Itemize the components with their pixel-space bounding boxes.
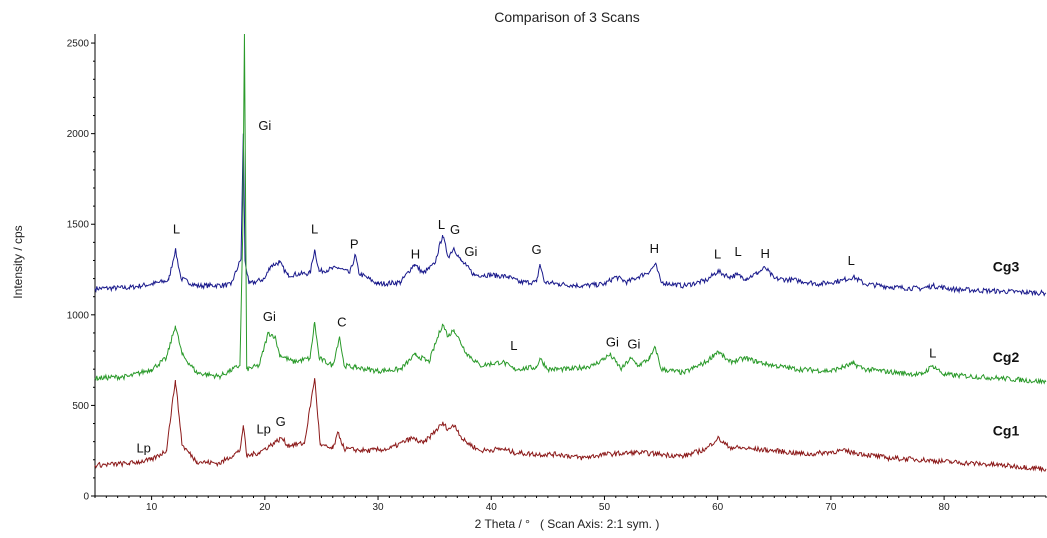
y-tick-label: 1000	[67, 310, 90, 321]
peak-label: L	[714, 247, 721, 262]
peak-label: G	[531, 242, 541, 257]
series-label-group: Cg3 Cg2 Cg1	[993, 258, 1020, 438]
peak-label: H	[650, 241, 659, 256]
x-tick-label: 10	[146, 502, 158, 513]
peak-label: Gi	[606, 335, 619, 350]
peak-label: Lp	[256, 421, 270, 436]
plot-frame	[94, 34, 1046, 497]
series-line-cg1	[94, 378, 1047, 473]
peak-label: Gi	[258, 118, 271, 133]
y-tick-label: 2000	[67, 129, 90, 140]
y-tick-label: 500	[72, 401, 89, 412]
x-tick-label: 20	[259, 502, 271, 513]
peak-label: H	[761, 246, 770, 261]
peak-label: P	[350, 237, 359, 252]
chart-title: Comparison of 3 Scans	[494, 9, 640, 25]
x-tick-label: 60	[712, 502, 724, 513]
peak-label: Gi	[627, 336, 640, 351]
peak-label: L	[734, 244, 741, 259]
series-line-cg3	[94, 133, 1047, 297]
x-tick-label: 40	[486, 502, 498, 513]
y-axis-label: Intensity / cps	[11, 225, 25, 298]
peak-label: G	[450, 222, 460, 237]
peak-label: H	[411, 247, 420, 262]
peak-label: L	[438, 217, 445, 232]
x-tick-label: 70	[825, 502, 837, 513]
x-axis: 10 20 30 40 50 60 70 80	[94, 496, 1047, 513]
y-tick-label: 0	[83, 492, 89, 503]
series-label-cg1: Cg1	[993, 422, 1020, 438]
series-label-cg3: Cg3	[993, 258, 1020, 274]
x-tick-label: 80	[939, 502, 951, 513]
peak-label: L	[173, 221, 180, 236]
y-tick-label: 1500	[67, 220, 90, 231]
peak-label: L	[311, 221, 318, 236]
series-group	[94, 33, 1047, 473]
y-tick-label: 2500	[67, 39, 90, 50]
peak-label: L	[848, 253, 855, 268]
peak-label: G	[276, 414, 286, 429]
peak-label: Gi	[464, 244, 477, 259]
peak-label: L	[929, 345, 936, 360]
series-label-cg2: Cg2	[993, 349, 1020, 365]
peak-label: L	[510, 338, 517, 353]
x-tick-label: 50	[599, 502, 611, 513]
series-line-cg2	[94, 33, 1047, 385]
peak-label: Lp	[136, 441, 150, 456]
y-axis: 0 500 1000 1500 2000 2500	[67, 39, 95, 503]
x-tick-label: 30	[372, 502, 384, 513]
x-axis-label: 2 Theta / ° ( Scan Axis: 2:1 sym. )	[475, 517, 660, 531]
peak-label: C	[337, 315, 346, 330]
peak-label: Gi	[263, 309, 276, 324]
